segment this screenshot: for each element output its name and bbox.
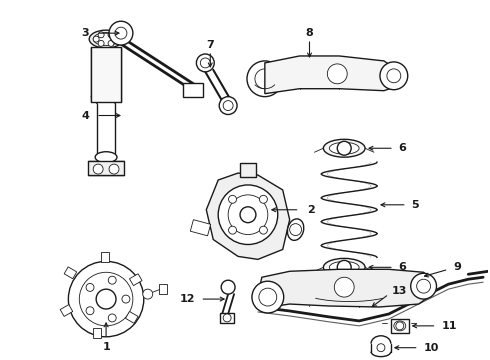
Circle shape bbox=[115, 27, 127, 39]
Circle shape bbox=[143, 289, 153, 299]
Text: 12: 12 bbox=[180, 294, 196, 304]
Ellipse shape bbox=[89, 30, 123, 48]
Circle shape bbox=[387, 69, 401, 83]
Ellipse shape bbox=[93, 33, 119, 46]
Circle shape bbox=[219, 96, 237, 114]
Circle shape bbox=[327, 64, 347, 84]
Bar bbox=[129, 274, 142, 285]
Circle shape bbox=[108, 40, 114, 46]
Text: 10: 10 bbox=[424, 343, 439, 353]
Circle shape bbox=[93, 164, 103, 174]
Circle shape bbox=[247, 61, 283, 96]
Circle shape bbox=[98, 40, 104, 46]
Circle shape bbox=[228, 195, 268, 235]
Circle shape bbox=[223, 314, 231, 322]
Circle shape bbox=[290, 224, 301, 235]
Ellipse shape bbox=[323, 139, 365, 157]
Bar bbox=[391, 319, 409, 333]
Circle shape bbox=[411, 273, 437, 299]
Circle shape bbox=[218, 185, 278, 244]
Bar bbox=[240, 163, 256, 177]
Circle shape bbox=[259, 288, 277, 306]
Text: 4: 4 bbox=[81, 111, 89, 121]
Text: 3: 3 bbox=[82, 28, 89, 38]
Ellipse shape bbox=[329, 142, 359, 154]
Bar bbox=[91, 47, 121, 102]
Text: 9: 9 bbox=[453, 262, 461, 272]
Circle shape bbox=[93, 36, 99, 42]
Bar bbox=[183, 83, 203, 96]
Circle shape bbox=[380, 62, 408, 90]
Text: 7: 7 bbox=[206, 40, 214, 50]
Text: 11: 11 bbox=[441, 321, 457, 331]
Circle shape bbox=[86, 307, 94, 315]
Text: 8: 8 bbox=[306, 28, 314, 38]
Circle shape bbox=[98, 32, 104, 38]
Circle shape bbox=[122, 295, 130, 303]
Ellipse shape bbox=[288, 219, 304, 240]
Text: 1: 1 bbox=[102, 342, 110, 352]
Circle shape bbox=[334, 277, 354, 297]
Ellipse shape bbox=[95, 152, 117, 163]
Circle shape bbox=[109, 164, 119, 174]
Circle shape bbox=[337, 260, 351, 274]
Bar bbox=[190, 220, 211, 236]
Circle shape bbox=[377, 344, 385, 352]
Text: 13: 13 bbox=[392, 286, 407, 296]
Bar bbox=[125, 311, 138, 323]
Circle shape bbox=[396, 322, 404, 330]
Bar bbox=[101, 252, 109, 262]
Bar bbox=[60, 305, 73, 316]
Circle shape bbox=[259, 226, 268, 234]
Circle shape bbox=[108, 32, 114, 38]
Bar bbox=[88, 161, 124, 175]
Circle shape bbox=[86, 283, 94, 291]
Ellipse shape bbox=[329, 261, 359, 273]
Circle shape bbox=[196, 54, 214, 72]
Circle shape bbox=[108, 314, 116, 322]
Polygon shape bbox=[206, 173, 290, 260]
Ellipse shape bbox=[394, 321, 406, 331]
Circle shape bbox=[79, 272, 133, 326]
Bar bbox=[159, 284, 167, 294]
Circle shape bbox=[221, 280, 235, 294]
Text: 6: 6 bbox=[398, 262, 406, 272]
Circle shape bbox=[108, 276, 116, 284]
Circle shape bbox=[255, 69, 275, 89]
Bar bbox=[64, 267, 77, 279]
Circle shape bbox=[228, 195, 237, 203]
Ellipse shape bbox=[323, 258, 365, 276]
Polygon shape bbox=[258, 269, 434, 307]
Bar bbox=[220, 313, 234, 323]
Text: 5: 5 bbox=[411, 200, 418, 210]
Polygon shape bbox=[265, 56, 399, 94]
Circle shape bbox=[96, 289, 116, 309]
Text: 2: 2 bbox=[308, 205, 315, 215]
Circle shape bbox=[113, 36, 119, 42]
Circle shape bbox=[240, 207, 256, 223]
Circle shape bbox=[109, 21, 133, 45]
Circle shape bbox=[200, 58, 210, 68]
Circle shape bbox=[337, 141, 351, 155]
Circle shape bbox=[259, 195, 268, 203]
Circle shape bbox=[416, 279, 431, 293]
Bar bbox=[93, 328, 101, 338]
Text: 6: 6 bbox=[398, 143, 406, 153]
Circle shape bbox=[252, 281, 284, 313]
Circle shape bbox=[228, 226, 237, 234]
Circle shape bbox=[223, 100, 233, 111]
Circle shape bbox=[69, 261, 144, 337]
